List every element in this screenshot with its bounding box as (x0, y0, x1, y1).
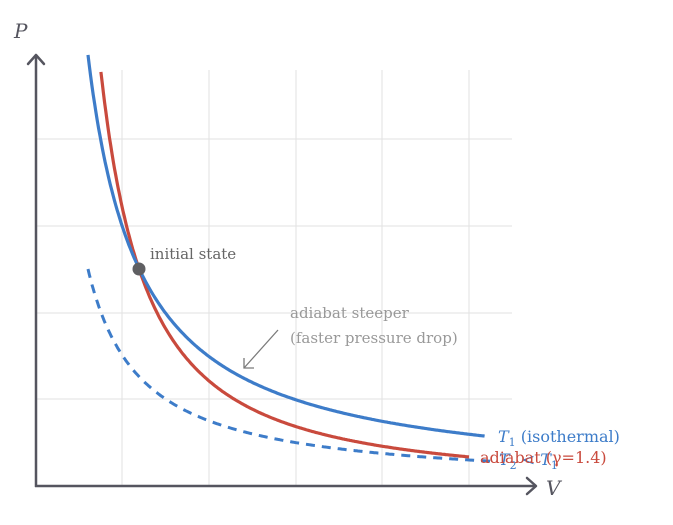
t1-isotherm-curve (86, 54, 485, 438)
t2-legend-label: T2 < T1 (499, 450, 558, 472)
initial-state-label: initial state (150, 245, 236, 263)
adiabat-legend-label: adiabat (γ=1.4) (480, 448, 607, 467)
adiabat-curve (99, 71, 470, 459)
initial-state-point (132, 262, 146, 276)
t2-isotherm-curve (86, 268, 495, 463)
y-axis-arrow-icon (26, 53, 46, 66)
annotation-line-2: (faster pressure drop) (290, 329, 458, 347)
x-axis-label: V (546, 476, 563, 500)
y-axis-label: P (13, 19, 28, 43)
x-axis-arrow-icon (525, 476, 538, 496)
grid-lines (36, 70, 512, 486)
axes (26, 53, 538, 496)
annotation-line-1: adiabat steeper (290, 304, 410, 322)
annotation-arrow (243, 329, 279, 369)
isotherm-legend-label: T1 (isothermal) (498, 427, 620, 449)
